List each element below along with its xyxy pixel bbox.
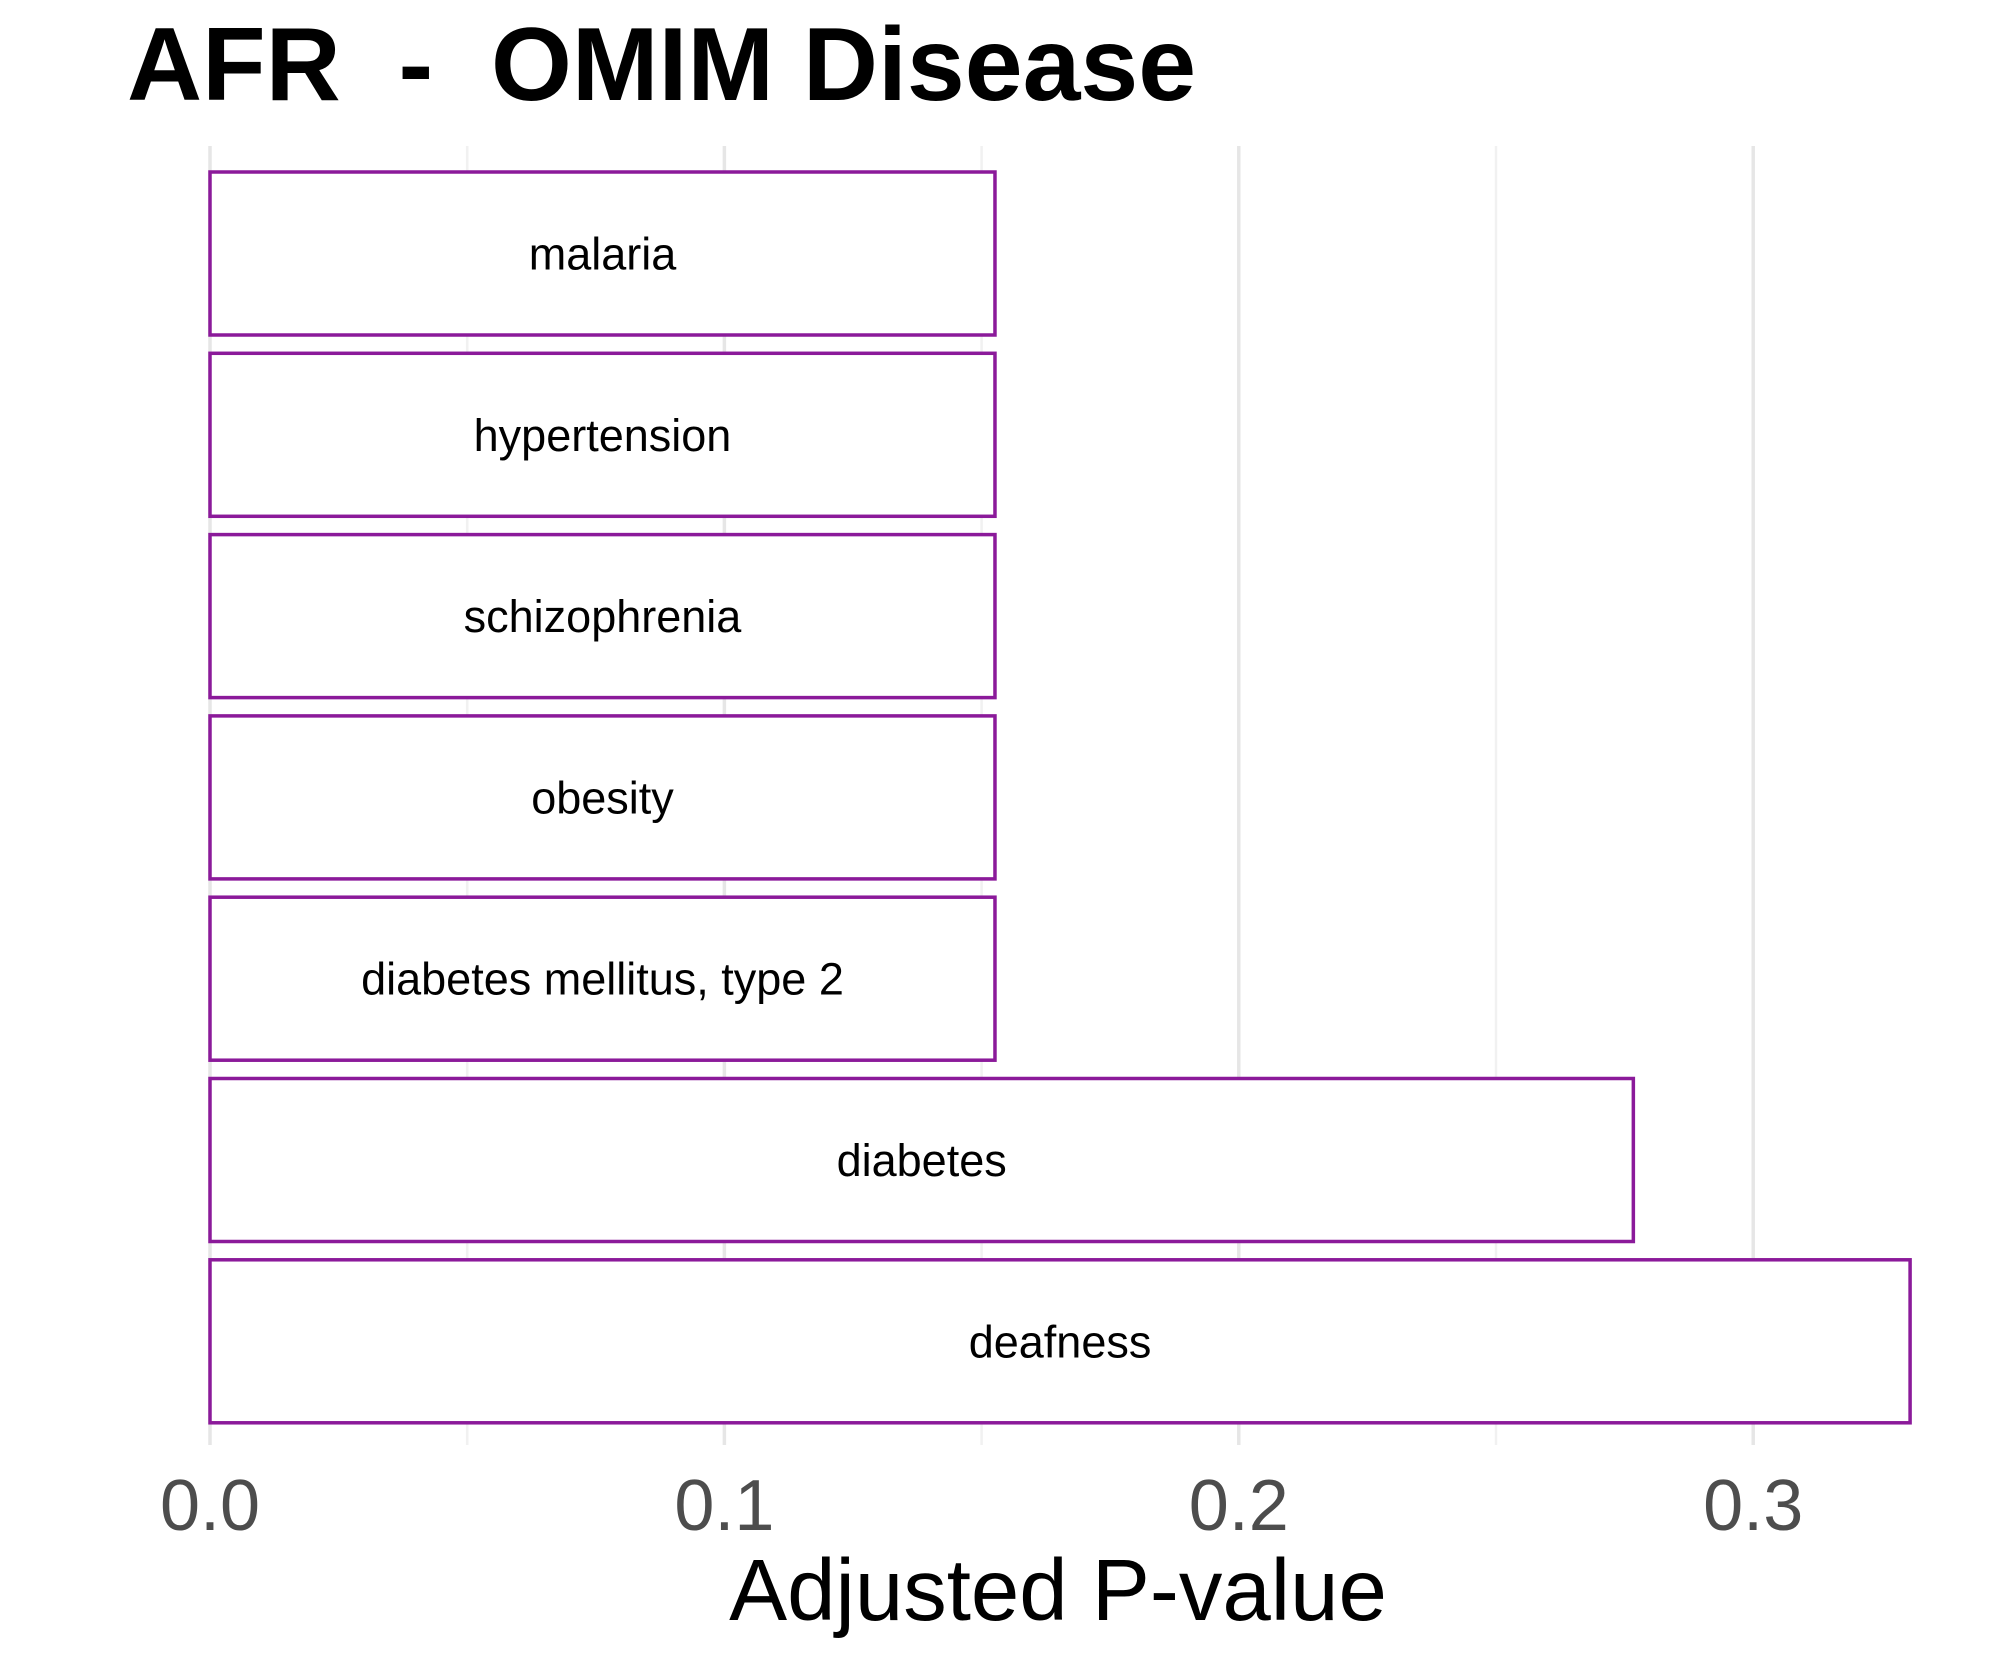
- bars-layer: malaria hypertension schizophrenia obesity d…: [208, 170, 1912, 1425]
- bar-label: schizophrenia: [464, 591, 743, 642]
- bar-label: deafness: [969, 1316, 1152, 1367]
- bar: [208, 532, 997, 700]
- bar-label: hypertension: [474, 410, 732, 461]
- bar: [208, 714, 997, 881]
- bar-label: obesity: [531, 772, 674, 823]
- x-tick-label: 0.1: [674, 1466, 774, 1546]
- x-axis-title: Adjusted P-value: [729, 1542, 1387, 1639]
- bar: [208, 351, 997, 519]
- bar-label: diabetes mellitus, type 2: [361, 954, 844, 1005]
- x-tick-label: 0.2: [1189, 1466, 1289, 1546]
- bar: [208, 895, 997, 1062]
- x-tick-label: 0.3: [1703, 1466, 1803, 1546]
- bar-label: malaria: [529, 229, 678, 280]
- bar: [208, 170, 997, 337]
- chart-title: AFR - OMIM Disease: [127, 7, 1196, 123]
- bar: [208, 1076, 1636, 1244]
- x-tick-label: 0.0: [160, 1466, 260, 1546]
- bar: [208, 1258, 1912, 1425]
- x-axis-ticks: 0.0 0.1 0.2 0.3: [160, 1466, 1803, 1546]
- bar-label: diabetes: [837, 1135, 1007, 1186]
